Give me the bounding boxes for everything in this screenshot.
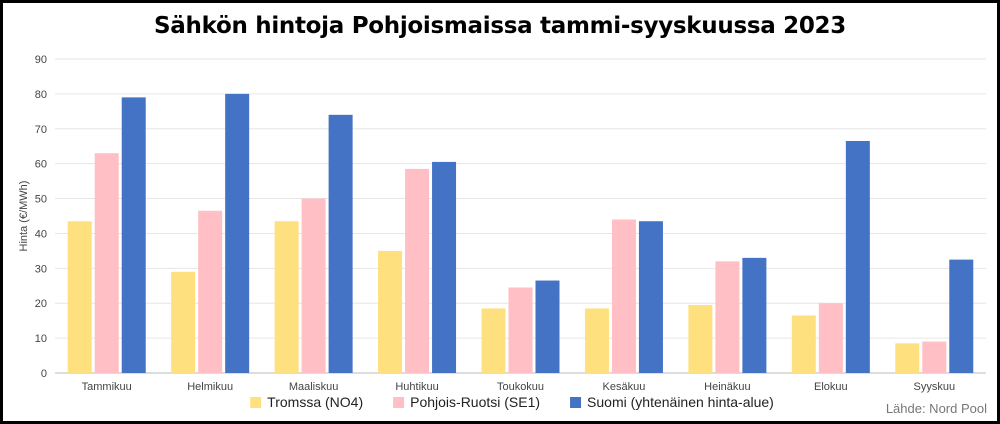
x-tick-label: Elokuu xyxy=(814,381,848,393)
bar xyxy=(225,93,250,373)
legend-label: Pohjois-Ruotsi (SE1) xyxy=(410,394,540,410)
bar-chart: 0 10 20 30 40 50 60 70 80 90 Hinta (€/MWh) Tammikuu… xyxy=(18,54,986,410)
bar xyxy=(274,221,299,373)
chart-title: Sähkön hintoja Pohjoismaissa tammi-syysk… xyxy=(154,13,846,39)
y-axis-label: Hinta (€/MWh) xyxy=(18,181,30,252)
bar xyxy=(171,271,196,373)
source-note: Lähde: Nord Pool xyxy=(885,401,987,416)
bar xyxy=(508,287,533,373)
legend-label: Tromssa (NO4) xyxy=(267,394,363,410)
bar xyxy=(584,308,609,373)
bar xyxy=(791,315,816,373)
x-tick-label: Huhtikuu xyxy=(395,381,438,393)
bar xyxy=(535,280,560,373)
bar xyxy=(688,304,713,373)
legend-swatch xyxy=(250,397,262,408)
bar xyxy=(481,308,506,373)
y-tick-label: 30 xyxy=(35,263,47,275)
x-tick-label: Kesäkuu xyxy=(603,381,646,393)
y-tick-label: 10 xyxy=(35,333,47,345)
bar xyxy=(611,219,636,373)
bar xyxy=(94,153,119,373)
y-tick-label: 40 xyxy=(35,228,47,240)
legend-swatch xyxy=(570,397,582,408)
y-tick-label: 20 xyxy=(35,298,47,310)
bar xyxy=(405,168,430,373)
bar xyxy=(121,97,146,373)
bar xyxy=(818,303,843,373)
bar xyxy=(432,161,457,373)
bar xyxy=(949,259,974,373)
y-tick-label: 90 xyxy=(35,54,47,66)
x-tick-label: Toukokuu xyxy=(497,381,544,393)
bar xyxy=(742,257,767,373)
x-tick-label: Tammikuu xyxy=(82,381,132,393)
bar xyxy=(301,198,326,373)
y-tick-label: 60 xyxy=(35,159,47,171)
x-tick-label: Maaliskuu xyxy=(289,381,339,393)
x-tick-label: Heinäkuu xyxy=(704,381,750,393)
x-tick-label: Syyskuu xyxy=(913,381,955,393)
bar xyxy=(198,210,223,373)
legend-swatch xyxy=(393,397,405,408)
y-tick-label: 50 xyxy=(35,194,47,206)
x-tick-label: Helmikuu xyxy=(187,381,233,393)
bar xyxy=(922,341,947,373)
bar xyxy=(715,261,740,373)
bar xyxy=(895,343,920,373)
bar xyxy=(378,250,403,373)
y-tick-label: 0 xyxy=(41,368,47,380)
legend-label: Suomi (yhtenäinen hinta-alue) xyxy=(587,394,774,410)
y-tick-label: 80 xyxy=(35,89,47,101)
bar xyxy=(845,140,870,373)
bar xyxy=(67,221,92,373)
bar xyxy=(328,114,353,374)
bar xyxy=(638,221,663,373)
y-tick-label: 70 xyxy=(35,124,47,136)
